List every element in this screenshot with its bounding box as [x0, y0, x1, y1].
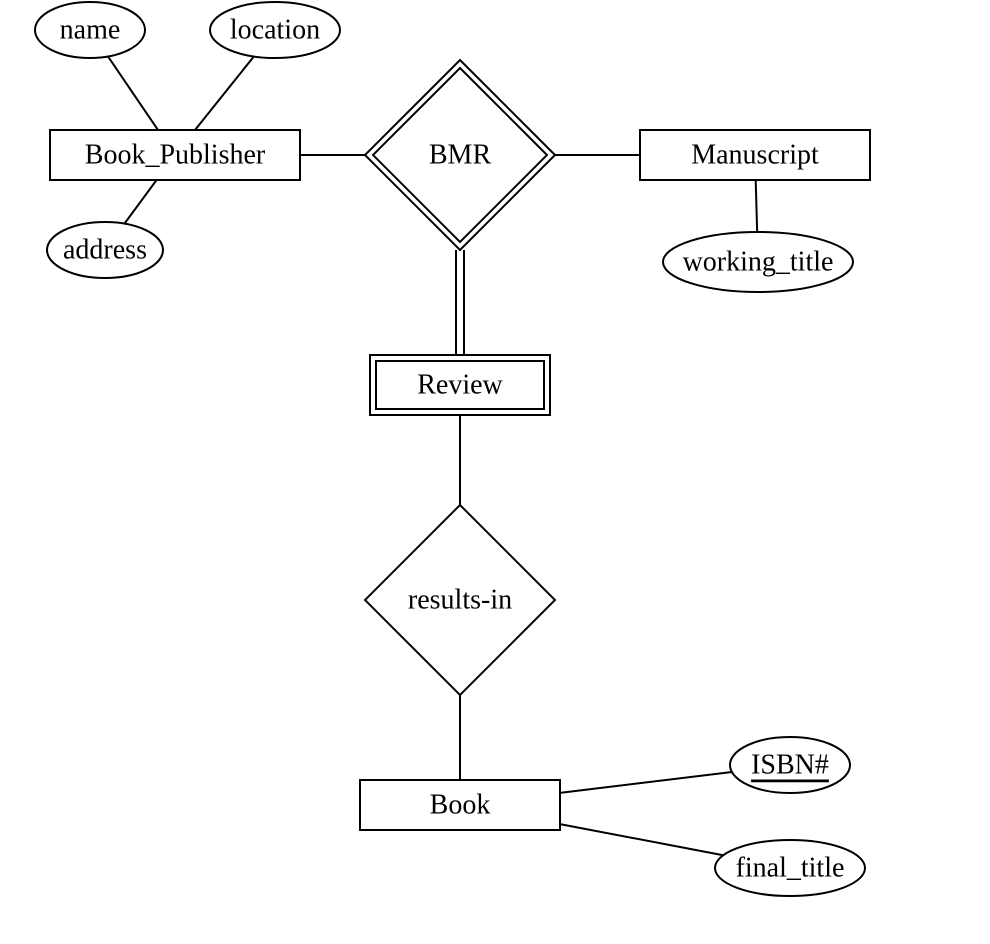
edge [108, 56, 158, 130]
edge [195, 56, 254, 130]
relationship-results_in: results-in [365, 505, 555, 695]
relationship-label: BMR [429, 140, 492, 171]
attribute-label: ISBN# [751, 750, 829, 781]
entity-label: Review [417, 370, 503, 401]
attribute-name: name [35, 2, 145, 58]
relationship-bmr: BMR [365, 60, 555, 250]
entity-book_publisher: Book_Publisher [50, 130, 300, 180]
edge [560, 824, 723, 855]
attribute-working_title: working_title [663, 232, 853, 292]
attribute-label: address [63, 235, 147, 266]
edge [756, 180, 757, 232]
entity-review: Review [370, 355, 550, 415]
edge [124, 180, 156, 224]
entity-book: Book [360, 780, 560, 830]
relationship-label: results-in [408, 585, 512, 616]
attribute-label: final_title [736, 853, 845, 884]
edge [560, 772, 732, 793]
attribute-label: name [60, 15, 121, 46]
attribute-isbn: ISBN# [730, 737, 850, 793]
entity-label: Book_Publisher [85, 140, 266, 171]
er-diagram: Book_Publisher Manuscript Review Book BMR res… [0, 0, 990, 944]
attribute-label: working_title [683, 247, 834, 278]
entity-label: Book [430, 790, 491, 821]
attribute-final_title: final_title [715, 840, 865, 896]
attribute-label: location [230, 15, 320, 46]
entity-label: Manuscript [691, 140, 819, 171]
attribute-address: address [47, 222, 163, 278]
entity-manuscript: Manuscript [640, 130, 870, 180]
attribute-location: location [210, 2, 340, 58]
